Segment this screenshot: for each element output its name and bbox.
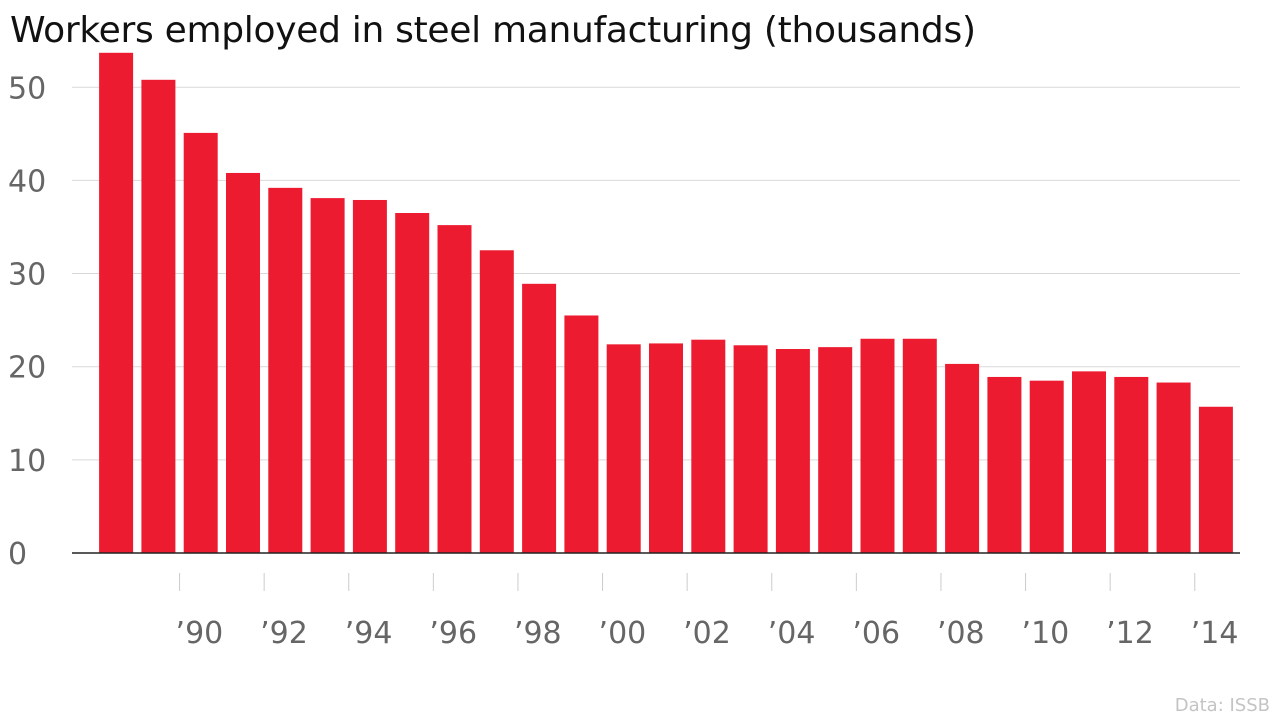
bar bbox=[902, 338, 937, 553]
bar bbox=[183, 132, 218, 553]
bar bbox=[522, 283, 557, 553]
y-tick-label: 0 bbox=[8, 537, 27, 572]
chart-title: Workers employed in steel manufacturing … bbox=[10, 10, 976, 51]
y-axis-labels: 0 10 20 30 40 50 bbox=[8, 71, 46, 572]
bar bbox=[268, 187, 303, 553]
bar bbox=[564, 315, 599, 553]
x-tick-label: ’00 bbox=[599, 616, 647, 651]
x-axis: ’90 ’92 ’94 ’96 ’98 ’00 ’02 ’04 ’06 ’08 ’10 ’12 ’14 bbox=[72, 552, 1240, 651]
y-tick-label: 30 bbox=[8, 258, 46, 293]
x-tick-label: ’06 bbox=[852, 616, 900, 651]
bar bbox=[1156, 382, 1191, 553]
bar bbox=[733, 345, 768, 553]
y-tick-label: 20 bbox=[8, 351, 46, 386]
x-tick-label: ’92 bbox=[260, 616, 308, 651]
x-tick-label: ’98 bbox=[514, 616, 562, 651]
bar bbox=[860, 338, 895, 553]
bar bbox=[987, 376, 1022, 553]
bar bbox=[945, 363, 980, 553]
x-tick-label: ’90 bbox=[176, 616, 224, 651]
x-tick-label: ’12 bbox=[1106, 616, 1154, 651]
bar bbox=[1072, 371, 1106, 553]
x-tick-label: ’14 bbox=[1191, 616, 1239, 651]
bar bbox=[818, 347, 853, 553]
bar bbox=[395, 213, 430, 553]
bar bbox=[606, 344, 641, 553]
bar bbox=[1029, 380, 1064, 553]
x-tick-label: ’10 bbox=[1022, 616, 1070, 651]
bar bbox=[479, 250, 514, 553]
bar bbox=[649, 343, 683, 553]
y-tick-label: 40 bbox=[8, 164, 46, 199]
bar bbox=[99, 52, 134, 554]
bar bbox=[226, 172, 260, 553]
x-tick-label: ’96 bbox=[429, 616, 477, 651]
bar bbox=[1198, 406, 1233, 553]
bar bbox=[310, 198, 345, 553]
bar bbox=[1114, 376, 1149, 553]
y-tick-label: 10 bbox=[8, 444, 46, 479]
bar bbox=[141, 79, 176, 554]
source-note: Data: ISSB bbox=[1174, 695, 1270, 716]
x-tick-label: ’94 bbox=[345, 616, 393, 651]
bars bbox=[99, 52, 1233, 554]
y-tick-label: 50 bbox=[8, 71, 46, 106]
bar bbox=[691, 339, 726, 553]
bar bbox=[352, 199, 387, 554]
bar bbox=[437, 225, 472, 553]
x-tick-label: ’08 bbox=[937, 616, 985, 651]
x-tick-label: ’02 bbox=[683, 616, 731, 651]
bar bbox=[775, 349, 810, 553]
x-tick-label: ’04 bbox=[768, 616, 816, 651]
